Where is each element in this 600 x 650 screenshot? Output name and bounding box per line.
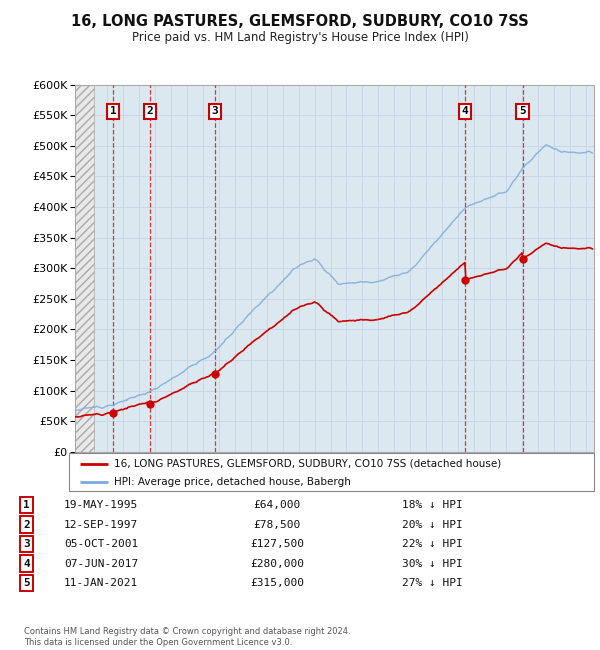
Text: 19-MAY-1995: 19-MAY-1995 [64,500,139,510]
Text: £64,000: £64,000 [253,500,301,510]
Bar [75,84,94,452]
Text: 5: 5 [519,107,526,116]
Text: 22% ↓ HPI: 22% ↓ HPI [402,539,463,549]
Text: Contains HM Land Registry data © Crown copyright and database right 2024.
This d: Contains HM Land Registry data © Crown c… [24,627,350,647]
Text: 18% ↓ HPI: 18% ↓ HPI [402,500,463,510]
Text: 3: 3 [212,107,218,116]
Text: 20% ↓ HPI: 20% ↓ HPI [402,519,463,530]
Text: 16, LONG PASTURES, GLEMSFORD, SUDBURY, CO10 7SS (detached house): 16, LONG PASTURES, GLEMSFORD, SUDBURY, C… [113,459,501,469]
Text: £315,000: £315,000 [250,578,304,588]
Text: Price paid vs. HM Land Registry's House Price Index (HPI): Price paid vs. HM Land Registry's House … [131,31,469,44]
Text: HPI: Average price, detached house, Babergh: HPI: Average price, detached house, Babe… [113,478,350,488]
Text: £127,500: £127,500 [250,539,304,549]
Text: 2: 2 [23,519,30,530]
Text: 30% ↓ HPI: 30% ↓ HPI [402,558,463,569]
Text: 5: 5 [23,578,30,588]
Text: 05-OCT-2001: 05-OCT-2001 [64,539,139,549]
Text: 07-JUN-2017: 07-JUN-2017 [64,558,139,569]
Text: 4: 4 [462,107,469,116]
Text: 3: 3 [23,539,30,549]
Text: £78,500: £78,500 [253,519,301,530]
Text: 11-JAN-2021: 11-JAN-2021 [64,578,139,588]
FancyBboxPatch shape [69,453,594,491]
Text: 2: 2 [146,107,154,116]
Text: £280,000: £280,000 [250,558,304,569]
Text: 4: 4 [23,558,30,569]
Text: 27% ↓ HPI: 27% ↓ HPI [402,578,463,588]
Text: 16, LONG PASTURES, GLEMSFORD, SUDBURY, CO10 7SS: 16, LONG PASTURES, GLEMSFORD, SUDBURY, C… [71,14,529,29]
Text: 12-SEP-1997: 12-SEP-1997 [64,519,139,530]
Text: 1: 1 [110,107,116,116]
Text: 1: 1 [23,500,30,510]
